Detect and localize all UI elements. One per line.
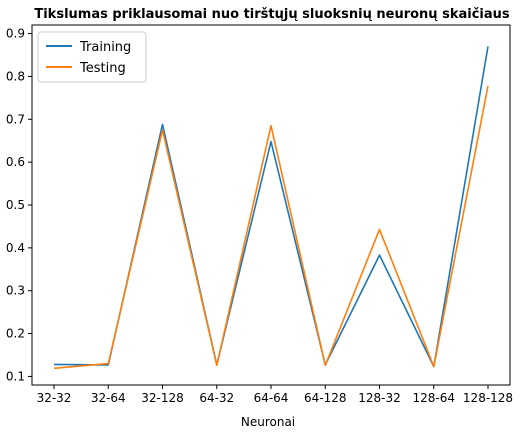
data-point-training bbox=[269, 140, 273, 144]
x-tick-label: 64-64 bbox=[254, 391, 289, 405]
x-tick-label: 64-32 bbox=[199, 391, 234, 405]
y-tick-label: 0.9 bbox=[6, 27, 25, 41]
data-point-training bbox=[161, 122, 165, 126]
legend-label-training: Training bbox=[79, 40, 131, 55]
legend-box bbox=[37, 31, 147, 83]
x-axis-label: Neuronai bbox=[241, 415, 295, 429]
data-point-testing bbox=[161, 128, 165, 132]
y-tick-label: 0.2 bbox=[6, 327, 25, 341]
y-tick-label: 0.6 bbox=[6, 155, 25, 169]
x-tick-label: 32-128 bbox=[141, 391, 184, 405]
y-tick-label: 0.1 bbox=[6, 369, 25, 383]
x-tick-label: 64-128 bbox=[304, 391, 347, 405]
data-point-testing bbox=[378, 227, 382, 231]
data-point-testing bbox=[215, 363, 219, 367]
data-point-testing bbox=[52, 366, 56, 370]
y-tick-label: 0.5 bbox=[6, 198, 25, 212]
y-tick-label: 0.8 bbox=[6, 69, 25, 83]
data-point-testing bbox=[269, 124, 273, 128]
plot-frame bbox=[31, 24, 511, 386]
legend-label-testing: Testing bbox=[79, 61, 126, 76]
data-point-testing bbox=[323, 363, 327, 367]
data-point-testing bbox=[106, 362, 110, 366]
x-tick-label: 128-32 bbox=[358, 391, 401, 405]
data-point-testing bbox=[432, 365, 436, 369]
x-tick-label: 32-64 bbox=[91, 391, 126, 405]
data-point-testing bbox=[486, 84, 490, 88]
chart-title: Tikslumas priklausomai nuo tirštųjų sluo… bbox=[34, 7, 510, 22]
y-tick-label: 0.4 bbox=[6, 241, 25, 255]
data-point-training bbox=[378, 253, 382, 257]
data-point-training bbox=[52, 362, 56, 366]
x-tick-label: 32-32 bbox=[37, 391, 72, 405]
series-line-testing bbox=[53, 85, 489, 370]
y-tick-label: 0.3 bbox=[6, 284, 25, 298]
x-tick-label: 128-128 bbox=[463, 391, 513, 405]
y-tick-label: 0.7 bbox=[6, 112, 25, 126]
x-tick-label: 128-64 bbox=[412, 391, 455, 405]
data-point-training bbox=[486, 44, 490, 48]
